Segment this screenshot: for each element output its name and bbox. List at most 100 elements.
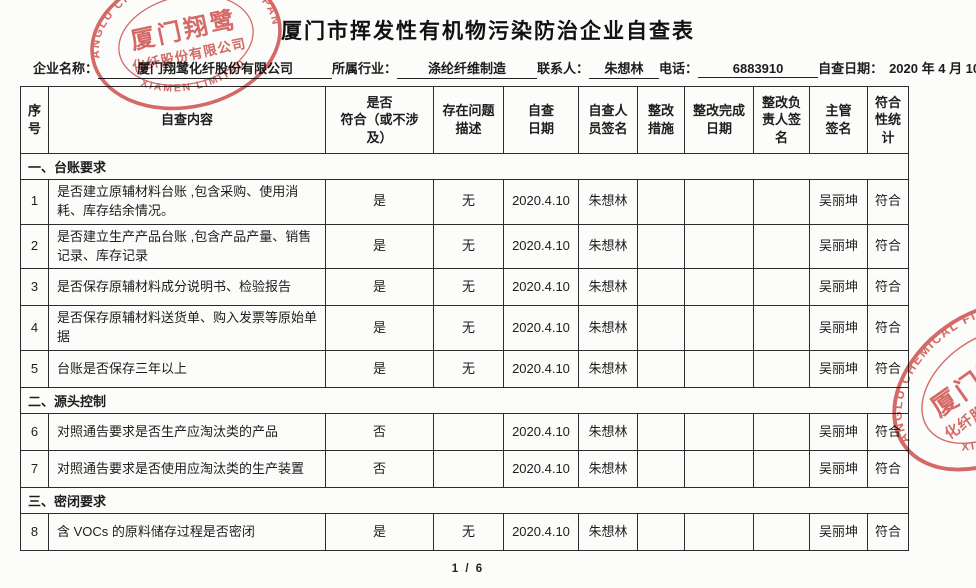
page-number: 1 / 6: [451, 563, 485, 575]
cell-responsible: [753, 413, 810, 452]
cell-responsible: [753, 305, 810, 352]
col-header-index: 序 号: [20, 86, 49, 154]
cell-index: 7: [20, 450, 49, 489]
col-header-date: 自查 日期: [503, 86, 579, 154]
table-row: 5 台账是否保存三年以上 是 无 2020.4.10 朱想林 吴丽坤 符合: [20, 350, 909, 389]
company-value: 厦门翔鹭化纤股份有限公司: [98, 58, 333, 79]
cell-problem: [433, 413, 504, 452]
cell-responsible: [753, 350, 810, 389]
table-row: 4 是否保存原辅材料送货单、购入发票等原始单据 是 无 2020.4.10 朱想…: [20, 305, 909, 352]
selfcheck-date-label: 自查日期：: [818, 61, 884, 76]
cell-stat: 符合: [867, 450, 909, 489]
cell-measure: [637, 413, 685, 452]
cell-problem: 无: [433, 305, 504, 352]
cell-inspector: 朱想林: [578, 268, 638, 307]
cell-inspector: 朱想林: [578, 223, 638, 270]
section-title: 一、台账要求: [20, 153, 909, 180]
section-row: 二、源头控制: [20, 387, 909, 415]
industry-label: 所属行业：: [332, 61, 398, 76]
cell-responsible: [753, 513, 810, 552]
section-row: 三、密闭要求: [20, 487, 909, 515]
cell-measure: [637, 305, 685, 352]
cell-problem: 无: [433, 513, 504, 552]
cell-content: 是否保存原辅材料送货单、购入发票等原始单据: [48, 305, 326, 352]
cell-stat: 符合: [867, 268, 909, 307]
cell-date: 2020.4.10: [503, 350, 579, 389]
table-row: 2 是否建立生产产品台账 ,包含产品产量、销售记录、库存记录 是 无 2020.…: [20, 223, 909, 270]
cell-complete-date: [684, 350, 754, 389]
cell-measure: [637, 268, 685, 307]
table-row: 8 含 VOCs 的原料储存过程是否密闭 是 无 2020.4.10 朱想林 吴…: [20, 513, 909, 552]
cell-content: 台账是否保存三年以上: [48, 350, 326, 389]
cell-compliant: 是: [325, 179, 434, 225]
cell-measure: [637, 179, 685, 225]
cell-supervisor: 吴丽坤: [809, 223, 868, 270]
selfcheck-date-field: 自查日期： 2020 年 4 月 10 日: [818, 58, 976, 78]
cell-compliant: 是: [325, 305, 434, 352]
phone-value: 6883910: [698, 61, 819, 78]
cell-complete-date: [684, 179, 754, 225]
cell-stat: 符合: [867, 305, 909, 352]
document-info-line: 企业名称： 厦门翔鹭化纤股份有限公司 所属行业： 涤纶纤维制造 联系人： 朱想林…: [33, 58, 976, 79]
cell-measure: [637, 223, 685, 270]
cell-stat: 符合: [867, 179, 909, 225]
cell-complete-date: [684, 513, 754, 552]
table-row: 3 是否保存原辅材料成分说明书、检验报告 是 无 2020.4.10 朱想林 吴…: [20, 268, 909, 307]
cell-stat: 符合: [867, 513, 909, 552]
cell-supervisor: 吴丽坤: [809, 305, 868, 352]
cell-date: 2020.4.10: [503, 305, 579, 352]
cell-date: 2020.4.10: [503, 223, 579, 270]
cell-index: 8: [20, 513, 49, 552]
section-title: 三、密闭要求: [20, 487, 909, 515]
cell-stat: 符合: [867, 413, 909, 452]
cell-inspector: 朱想林: [578, 413, 638, 452]
contact-label: 联系人：: [537, 61, 590, 76]
table-row: 1 是否建立原辅材料台账 ,包含采购、使用消耗、库存结余情况。 是 无 2020…: [20, 179, 909, 225]
cell-compliant: 是: [325, 223, 434, 270]
cell-stat: 符合: [867, 350, 909, 389]
cell-content: 是否保存原辅材料成分说明书、检验报告: [48, 268, 326, 307]
cell-responsible: [753, 179, 810, 225]
cell-compliant: 否: [325, 413, 434, 452]
cell-date: 2020.4.10: [503, 179, 579, 225]
col-header-responsible: 整改负 责人签 名: [753, 86, 810, 154]
contact-field: 联系人： 朱想林: [537, 58, 660, 79]
cell-compliant: 否: [325, 450, 434, 489]
cell-index: 1: [20, 179, 49, 225]
cell-supervisor: 吴丽坤: [809, 268, 868, 307]
cell-date: 2020.4.10: [503, 450, 579, 489]
section-row: 一、台账要求: [20, 153, 909, 180]
cell-compliant: 是: [325, 350, 434, 389]
col-header-problem: 存在问题 描述: [433, 86, 504, 154]
col-header-content: 自查内容: [48, 86, 326, 154]
cell-stat: 符合: [867, 223, 909, 270]
company-field: 企业名称： 厦门翔鹭化纤股份有限公司: [33, 58, 333, 79]
cell-responsible: [753, 450, 810, 489]
cell-measure: [637, 513, 685, 552]
phone-label: 电话：: [659, 61, 699, 76]
cell-index: 4: [20, 305, 49, 352]
cell-problem: [433, 450, 504, 489]
cell-index: 6: [20, 413, 49, 452]
cell-complete-date: [684, 413, 754, 452]
cell-supervisor: 吴丽坤: [809, 179, 868, 225]
cell-inspector: 朱想林: [578, 450, 638, 489]
cell-complete-date: [684, 223, 754, 270]
cell-index: 5: [20, 350, 49, 389]
contact-value: 朱想林: [589, 58, 660, 79]
cell-measure: [637, 350, 685, 389]
selfcheck-date-value: 2020 年 4 月 10 日: [889, 61, 976, 76]
cell-problem: 无: [433, 268, 504, 307]
cell-content: 含 VOCs 的原料储存过程是否密闭: [48, 513, 326, 552]
phone-field: 电话： 6883910: [659, 58, 819, 78]
table-row: 7 对照通告要求是否使用应淘汰类的生产装置 否 2020.4.10 朱想林 吴丽…: [20, 450, 909, 489]
cell-supervisor: 吴丽坤: [809, 513, 868, 552]
cell-compliant: 是: [325, 513, 434, 552]
cell-complete-date: [684, 268, 754, 307]
section-title: 二、源头控制: [20, 387, 909, 415]
cell-responsible: [753, 268, 810, 307]
cell-responsible: [753, 223, 810, 270]
cell-date: 2020.4.10: [503, 268, 579, 307]
table-body: 一、台账要求 1 是否建立原辅材料台账 ,包含采购、使用消耗、库存结余情况。 是…: [20, 153, 909, 552]
